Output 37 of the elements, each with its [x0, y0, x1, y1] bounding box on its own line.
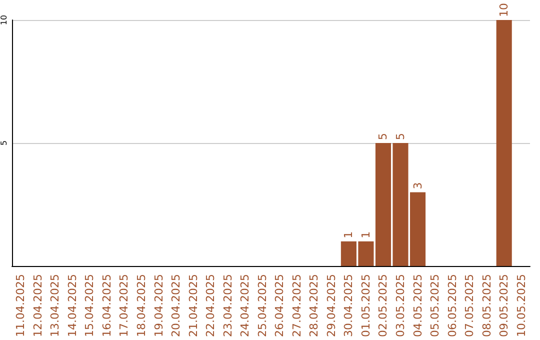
x-tick-label: 17.04.2025 — [118, 274, 131, 338]
x-tick-label: 06.05.2025 — [446, 274, 459, 338]
x-tick-label: 08.05.2025 — [480, 274, 494, 338]
x-tick-label: 16.04.2025 — [100, 274, 114, 338]
x-tick-label: 23.04.2025 — [221, 274, 234, 338]
x-tick-label: 22.04.2025 — [204, 274, 218, 338]
data-label: 5 — [394, 133, 407, 140]
data-label: 10 — [498, 3, 511, 17]
x-tick-label: 26.04.2025 — [273, 274, 286, 338]
x-tick-label: 12.04.2025 — [31, 274, 44, 338]
x-tick-label: 25.04.2025 — [256, 274, 269, 338]
x-tick-label: 02.05.2025 — [376, 274, 390, 338]
x-tick-label: 24.04.2025 — [238, 274, 252, 338]
x-tick-label: 20.04.2025 — [170, 274, 183, 338]
x-tick-label: 15.04.2025 — [83, 274, 96, 338]
x-tick-label: 30.04.2025 — [342, 274, 356, 338]
x-tick-label: 18.04.2025 — [135, 274, 148, 338]
data-label: 1 — [342, 231, 356, 238]
data-label: 3 — [411, 182, 424, 190]
x-tick-label: 19.04.2025 — [152, 274, 166, 338]
x-tick-label: 03.05.2025 — [394, 274, 407, 338]
x-tick-label: 14.04.2025 — [66, 274, 79, 338]
x-tick-label: 27.04.2025 — [290, 274, 304, 338]
x-tick-label: 11.04.2025 — [14, 274, 28, 338]
x-tick-label: 05.05.2025 — [428, 274, 442, 338]
data-label: 5 — [376, 133, 390, 140]
x-tick-label: 04.05.2025 — [411, 274, 424, 338]
x-tick-label: 09.05.2025 — [498, 274, 511, 338]
x-tick-label: 07.05.2025 — [463, 274, 476, 338]
data-label: 1 — [359, 231, 372, 238]
x-tick-label: 13.04.2025 — [48, 274, 62, 338]
x-tick-label: 01.05.2025 — [359, 274, 372, 338]
x-tick-label: 29.04.2025 — [324, 274, 338, 338]
bar — [496, 20, 512, 266]
x-tick-label: 10.05.2025 — [514, 274, 528, 338]
x-tick-label: 28.04.2025 — [308, 274, 321, 338]
x-tick-label: 21.04.2025 — [186, 274, 200, 338]
